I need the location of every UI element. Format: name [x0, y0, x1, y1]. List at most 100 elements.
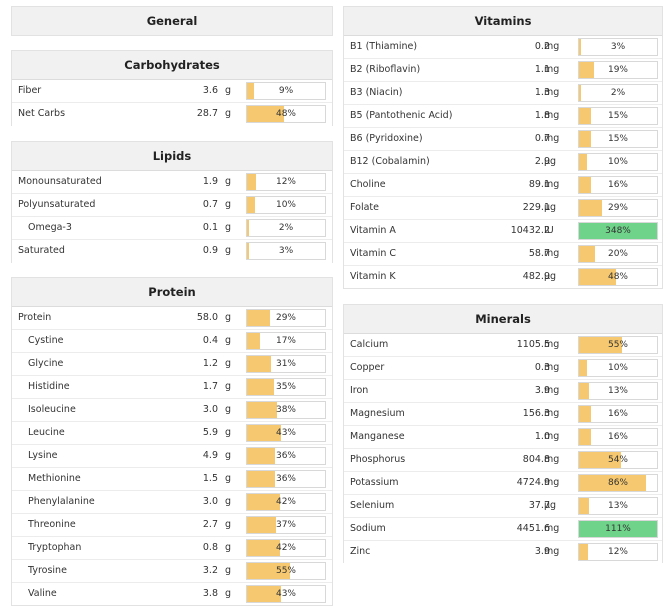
percent-label: 48%	[275, 109, 296, 119]
percent-bar-fill	[579, 544, 589, 560]
nutrient-unit: g	[225, 222, 232, 233]
percent-label: 54%	[607, 455, 628, 465]
percent-bar: 16%	[578, 176, 658, 194]
percent-label: 16%	[607, 409, 628, 419]
nutrient-unit: mg	[544, 362, 560, 373]
nutrient-unit: mg	[544, 431, 560, 442]
nutrient-unit: mg	[544, 64, 560, 75]
percent-bar-fill	[247, 83, 255, 99]
nutrient-amount: 0.2	[534, 41, 550, 52]
percent-label: 13%	[607, 386, 628, 396]
nutrient-name: Magnesium	[350, 408, 405, 419]
nutrient-unit: mg	[544, 110, 560, 121]
percent-bar: 54%	[578, 451, 658, 469]
percent-bar: 10%	[578, 153, 658, 171]
nutrient-unit: µg	[544, 156, 557, 167]
percent-bar: 37%	[246, 516, 326, 534]
nutrient-unit: g	[225, 312, 232, 323]
percent-label: 3%	[610, 42, 626, 52]
percent-bar-fill	[579, 269, 617, 285]
nutrient-unit: mg	[544, 179, 560, 190]
nutrient-unit: mg	[544, 41, 560, 52]
percent-label: 36%	[275, 474, 296, 484]
nutrient-row: Selenium 37.7 µg 13%	[344, 495, 662, 518]
nutrient-name: Threonine	[28, 519, 76, 530]
nutrient-unit: g	[225, 519, 232, 530]
percent-label: 16%	[607, 180, 628, 190]
percent-label: 29%	[607, 203, 628, 213]
percent-label: 3%	[278, 246, 294, 256]
percent-bar-fill	[579, 85, 581, 101]
nutrient-unit: g	[225, 176, 232, 187]
nutrient-row: Choline 89.1 mg 16%	[344, 174, 662, 197]
nutrient-unit: mg	[544, 477, 560, 488]
percent-bar-fill	[579, 39, 582, 55]
nutrient-row: Sodium 4451.6 mg 111%	[344, 518, 662, 541]
nutrient-amount: 3.6	[202, 85, 218, 96]
nutrient-amount: 1.7	[202, 381, 218, 392]
nutrient-amount: 3.0	[202, 496, 218, 507]
nutrient-row: Phosphorus 804.8 mg 54%	[344, 449, 662, 472]
percent-bar-fill	[579, 406, 592, 422]
nutrient-amount: 1.0	[534, 431, 550, 442]
percent-bar: 17%	[246, 332, 326, 350]
nutrient-amount: 58.7	[528, 248, 550, 259]
nutrient-amount: 1.3	[534, 87, 550, 98]
minerals-title: Minerals	[344, 305, 662, 334]
carbohydrates-panel: Carbohydrates Fiber 3.6 g 9% Net Carbs 28.7 g 4…	[11, 50, 333, 126]
nutrient-amount: 2.9	[534, 156, 550, 167]
percent-bar: 2%	[246, 219, 326, 237]
percent-label: 31%	[275, 359, 296, 369]
nutrient-name: Lysine	[28, 450, 58, 461]
nutrient-row: B3 (Niacin) 1.3 mg 2%	[344, 82, 662, 105]
percent-bar-fill	[579, 177, 592, 193]
nutrient-amount: 1.1	[534, 64, 550, 75]
percent-bar-fill	[247, 220, 249, 236]
protein-panel: Protein Protein 58.0 g 29% Cystine 0.4 g 17% Gly…	[11, 277, 333, 606]
percent-bar: 31%	[246, 355, 326, 373]
nutrient-name: Zinc	[350, 546, 371, 557]
nutrient-name: Selenium	[350, 500, 395, 511]
nutrient-name: Methionine	[28, 473, 81, 484]
nutrient-amount: 3.9	[534, 546, 550, 557]
percent-bar-fill	[579, 200, 602, 216]
nutrient-amount: 58.0	[196, 312, 218, 323]
percent-bar-fill	[247, 379, 275, 395]
percent-label: 36%	[275, 451, 296, 461]
nutrient-unit: mg	[544, 248, 560, 259]
nutrient-row: Methionine 1.5 g 36%	[12, 468, 332, 491]
nutrient-name: Tyrosine	[28, 565, 67, 576]
percent-bar-fill	[579, 452, 622, 468]
nutrient-amount: 0.4	[202, 335, 218, 346]
percent-bar: 13%	[578, 497, 658, 515]
percent-label: 55%	[607, 340, 628, 350]
percent-bar-fill	[247, 586, 281, 602]
percent-bar: 29%	[578, 199, 658, 217]
nutrient-name: Glycine	[28, 358, 64, 369]
percent-label: 38%	[275, 405, 296, 415]
percent-bar-fill	[247, 540, 280, 556]
percent-bar: 348%	[578, 222, 658, 240]
nutrient-row: Polyunsaturated 0.7 g 10%	[12, 194, 332, 217]
nutrient-name: B2 (Riboflavin)	[350, 64, 421, 75]
nutrient-name: B6 (Pyridoxine)	[350, 133, 423, 144]
nutrient-row: Protein 58.0 g 29%	[12, 307, 332, 330]
nutrient-amount: 1.2	[202, 358, 218, 369]
percent-label: 10%	[607, 157, 628, 167]
percent-bar-fill	[579, 360, 587, 376]
nutrient-row: B5 (Pantothenic Acid) 1.8 mg 15%	[344, 105, 662, 128]
nutrient-unit: µg	[544, 500, 557, 511]
percent-bar: 55%	[578, 336, 658, 354]
nutrient-amount: 482.9	[522, 271, 550, 282]
nutrient-name: Protein	[18, 312, 52, 323]
lipids-panel: Lipids Monounsaturated 1.9 g 12% Polyunsatur…	[11, 141, 333, 263]
nutrient-name: B12 (Cobalamin)	[350, 156, 430, 167]
nutrient-row: B12 (Cobalamin) 2.9 µg 10%	[344, 151, 662, 174]
percent-label: 15%	[607, 111, 628, 121]
nutrient-unit: mg	[544, 385, 560, 396]
percent-label: 13%	[607, 501, 628, 511]
percent-bar-fill	[579, 131, 591, 147]
percent-bar-fill	[247, 448, 276, 464]
nutrient-name: Polyunsaturated	[18, 199, 96, 210]
nutrient-unit: g	[225, 542, 232, 553]
